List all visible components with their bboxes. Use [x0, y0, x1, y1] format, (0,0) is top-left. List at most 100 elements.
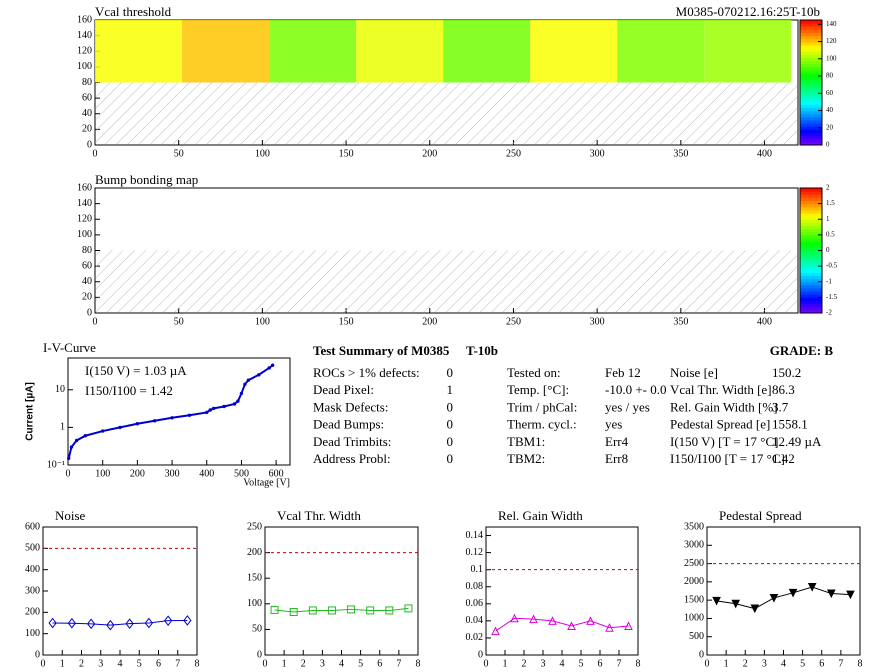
summary-cell: Err8 — [605, 451, 628, 466]
colorbar-step — [800, 107, 822, 112]
x-tick-label: 7 — [617, 658, 622, 669]
marker — [118, 425, 122, 430]
heat-cell — [617, 20, 705, 83]
heat-cell — [182, 20, 270, 83]
colorbar-step — [800, 228, 822, 233]
marker — [144, 617, 154, 629]
colorbar-step — [800, 104, 822, 108]
colorbar-step — [800, 32, 822, 37]
colorbar-step — [800, 116, 822, 121]
heat-cell — [443, 20, 531, 83]
marker — [586, 616, 595, 625]
x-tick-label: 300 — [590, 148, 605, 159]
x-tick-label: 0 — [41, 658, 46, 669]
z-tick-label: 60 — [826, 89, 834, 97]
marker — [211, 406, 216, 411]
summary-cell: Trim / phCal: — [507, 399, 577, 414]
marker — [605, 623, 614, 632]
y-tick-label: 200 — [25, 607, 40, 618]
data-line — [495, 617, 629, 632]
marker — [153, 419, 157, 423]
colorbar-step — [800, 26, 822, 30]
y-tick-label: 0.04 — [466, 615, 484, 626]
marker — [246, 378, 251, 382]
colorbar-step — [800, 197, 822, 201]
marker — [270, 363, 275, 367]
colorbar-step — [800, 259, 822, 264]
x-tick-label: 50 — [174, 316, 184, 327]
colorbar-step — [800, 23, 822, 27]
y-tick-label: 0 — [699, 649, 704, 660]
marker — [83, 434, 88, 438]
heat-cell — [269, 20, 357, 83]
colorbar-step — [800, 303, 822, 308]
y-tick-label: 20 — [82, 292, 92, 303]
colorbar-step — [800, 191, 822, 195]
marker — [257, 373, 261, 377]
colorbar-step — [800, 209, 822, 214]
colorbar-step — [800, 275, 822, 280]
summary-value: 0 — [447, 417, 454, 432]
colorbar-step — [800, 113, 822, 118]
colorbar-step — [800, 48, 822, 52]
y-tick-label: 0.08 — [466, 581, 484, 592]
colorbar-step — [800, 309, 822, 314]
z-tick-label: 40 — [826, 106, 834, 114]
colorbar-step — [800, 250, 822, 255]
x-tick-label: 5 — [137, 658, 142, 669]
marker — [267, 366, 271, 370]
chart-title: Pedestal Spread — [719, 508, 802, 523]
colorbar-step — [800, 110, 822, 115]
x-tick-label: 6 — [156, 658, 161, 669]
y-tick-label: 50 — [252, 624, 262, 635]
marker — [567, 621, 576, 630]
x-tick-label: 8 — [195, 658, 200, 669]
y-tick-label: 2500 — [684, 558, 704, 569]
colorbar-step — [800, 241, 822, 245]
colorbar-step — [800, 95, 822, 99]
x-tick-label: 350 — [673, 316, 688, 327]
colorbar-step — [800, 85, 822, 90]
x-tick-label: 8 — [858, 658, 863, 669]
x-tick-label: 200 — [422, 148, 437, 159]
colorbar-step — [800, 60, 822, 65]
colorbar-step — [800, 244, 822, 248]
colorbar-step — [800, 57, 822, 62]
y-tick-label: 0.1 — [471, 564, 484, 575]
colorbar-step — [800, 284, 822, 289]
marker — [135, 422, 140, 426]
z-tick-label: 1 — [826, 215, 830, 223]
summary-label: Dead Trimbits: — [313, 434, 391, 449]
y-tick-label: 160 — [77, 14, 92, 25]
z-tick-label: 120 — [826, 37, 837, 45]
heat-cell — [704, 20, 792, 83]
chart-title: Rel. Gain Width — [498, 508, 583, 523]
marker — [100, 429, 105, 433]
x-tick-label: 7 — [175, 658, 180, 669]
summary-cell: Tested on: — [507, 365, 561, 380]
y-tick-label: 0.02 — [466, 632, 484, 643]
x-tick-label: 7 — [396, 658, 401, 669]
marker — [106, 619, 115, 631]
x-tick-label: 100 — [255, 148, 270, 159]
colorbar-step — [800, 129, 822, 133]
marker — [807, 582, 817, 592]
x-tick-label: 0 — [93, 316, 98, 327]
x-tick-label: 8 — [636, 658, 641, 669]
colorbar-step — [800, 253, 822, 258]
y-tick-label: 80 — [82, 77, 92, 88]
colorbar-step — [800, 200, 822, 205]
colorbar-step — [800, 73, 822, 77]
colorbar-step — [800, 266, 822, 270]
data-line — [716, 586, 851, 610]
y-tick-label: 3500 — [684, 521, 704, 532]
marker — [236, 399, 240, 403]
colorbar-step — [800, 51, 822, 55]
x-tick-label: 300 — [165, 468, 180, 479]
marker — [327, 606, 336, 615]
x-tick-label: 3 — [762, 658, 767, 669]
marker — [510, 613, 519, 623]
summary-cell: yes — [605, 417, 622, 432]
y-tick-label: 0 — [257, 649, 262, 660]
marker — [187, 413, 192, 417]
